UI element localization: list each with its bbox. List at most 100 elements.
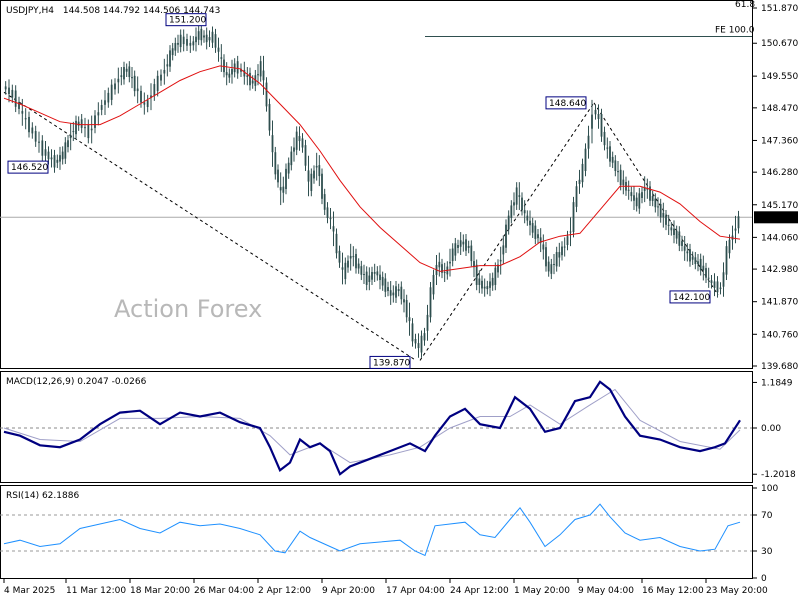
candle-body xyxy=(307,170,310,182)
candle-body xyxy=(441,264,443,273)
candle-body xyxy=(387,287,389,292)
candle-body xyxy=(352,256,355,258)
candle-body xyxy=(100,105,103,110)
candle-body xyxy=(470,245,473,262)
zigzag-line xyxy=(419,102,595,361)
price-annotation-box xyxy=(545,96,587,110)
candle-body xyxy=(649,186,651,201)
candle-body xyxy=(457,245,459,248)
candle-body xyxy=(349,255,352,259)
candle-body xyxy=(681,241,683,246)
candle-body xyxy=(467,245,470,248)
candle-body xyxy=(156,75,159,92)
candle-body xyxy=(153,84,156,96)
candle-body xyxy=(357,263,360,269)
candle-body xyxy=(298,136,301,142)
candle-body xyxy=(542,244,545,250)
candle-body xyxy=(186,39,188,46)
candle-body xyxy=(61,151,64,160)
candle-body xyxy=(420,335,423,353)
candle-body xyxy=(11,89,14,98)
price-tick-label: 150.670 xyxy=(761,39,798,49)
candle-body xyxy=(614,160,617,171)
candle-body xyxy=(737,216,740,229)
price-annotation-label: 139.870 xyxy=(373,358,410,368)
candle-body xyxy=(220,57,223,59)
macd-tick-label: 1.1849 xyxy=(761,378,793,388)
candle-body xyxy=(619,169,622,186)
candle-body xyxy=(329,217,332,220)
x-tick-label: 2 Apr 12:00 xyxy=(258,586,311,596)
x-axis: 4 Mar 2025 11 Mar 12:00 18 Mar 20:00 26 Mar… xyxy=(3,579,768,596)
candle-body xyxy=(381,276,384,286)
candle-body xyxy=(423,333,426,341)
candle-body xyxy=(689,249,691,262)
price-annotation-label: 151.200 xyxy=(169,16,206,26)
candle-body xyxy=(310,173,313,191)
candle-body xyxy=(90,128,93,131)
macd-line xyxy=(3,380,741,476)
candle-body xyxy=(459,240,462,247)
x-tick-label: 9 Apr 20:00 xyxy=(322,586,375,596)
candle-body xyxy=(321,173,323,199)
candle-body xyxy=(465,239,467,251)
candle-body xyxy=(97,112,100,116)
candle-body xyxy=(408,317,411,322)
price-tick-label: 149.550 xyxy=(761,72,798,82)
price-tick-label: 147.360 xyxy=(761,136,798,146)
price-annotation-box xyxy=(669,290,711,304)
candle-body xyxy=(363,273,365,275)
candle-body xyxy=(686,251,689,254)
candle-body xyxy=(228,73,231,78)
macd-tick-label: -1.2018 xyxy=(761,470,796,480)
candle-body xyxy=(249,72,251,86)
candle-body xyxy=(691,256,694,260)
candle-body xyxy=(678,231,681,246)
candle-body xyxy=(290,151,293,166)
candle-body xyxy=(379,274,381,281)
candle-body xyxy=(523,210,526,214)
ohlc-text: 144.508 144.792 144.506 144.743 xyxy=(63,6,220,16)
rsi-title: RSI(14) 62.1886 xyxy=(6,491,79,501)
macd-signal-line xyxy=(3,388,741,464)
candle-body xyxy=(545,247,547,267)
candle-body xyxy=(107,92,110,103)
symbol-text: USDJPY,H4 xyxy=(6,6,54,16)
candle-body xyxy=(651,196,654,201)
candle-body xyxy=(14,90,17,107)
candle-body xyxy=(432,274,435,295)
candle-body xyxy=(8,87,10,95)
candle-body xyxy=(347,260,349,268)
candle-body xyxy=(531,223,534,233)
candle-body xyxy=(489,281,491,288)
candle-body xyxy=(75,120,77,135)
candle-body xyxy=(84,127,86,129)
candle-body xyxy=(475,264,478,285)
macd-tick-label: 0.00 xyxy=(761,424,781,434)
candle-body xyxy=(665,215,667,225)
candle-body xyxy=(197,31,200,40)
candle-body xyxy=(526,215,529,221)
candle-body xyxy=(72,131,75,133)
candle-body xyxy=(405,300,408,318)
candle-body xyxy=(344,262,347,280)
candle-body xyxy=(683,246,686,251)
candle-body xyxy=(192,41,195,46)
x-tick-label: 23 May 20:00 xyxy=(706,586,768,596)
candle-body xyxy=(438,261,441,268)
candle-body xyxy=(518,195,521,197)
candle-body xyxy=(481,280,483,289)
candle-body xyxy=(18,102,20,109)
candle-body xyxy=(104,100,106,105)
candle-body xyxy=(338,250,341,263)
candle-body xyxy=(293,147,295,152)
candle-body xyxy=(332,226,335,232)
candle-body xyxy=(417,343,420,349)
candle-body xyxy=(510,205,513,218)
candle-body xyxy=(507,215,510,230)
candle-body xyxy=(673,228,675,236)
candle-body xyxy=(166,64,169,67)
candle-body xyxy=(397,289,400,292)
candle-body xyxy=(131,77,133,79)
fe-100-label: FE 100.0 xyxy=(715,25,755,35)
